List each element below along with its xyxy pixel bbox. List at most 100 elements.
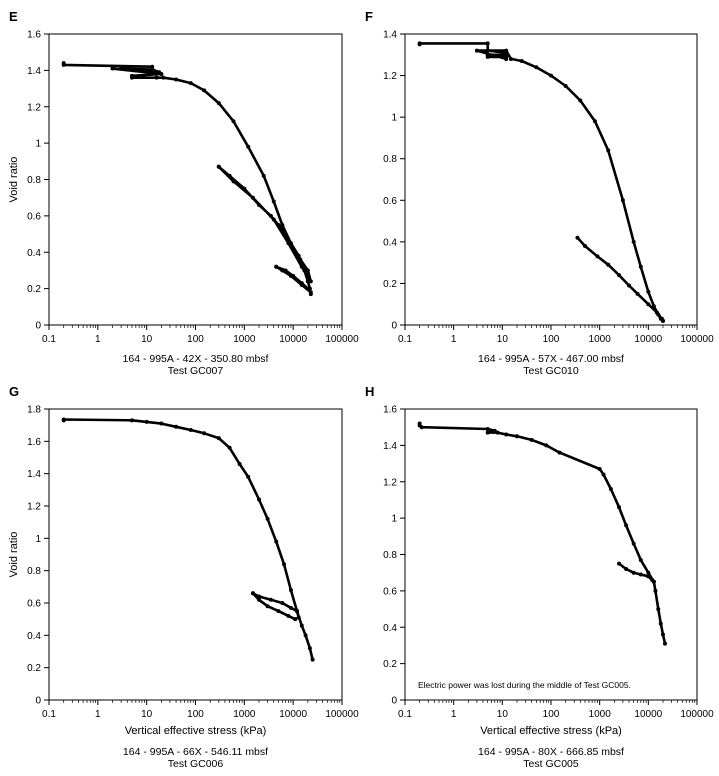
data-point: [246, 144, 251, 149]
x-tick-label: 0.1: [42, 334, 56, 345]
data-point: [257, 497, 262, 502]
data-point: [288, 588, 293, 593]
data-point: [257, 597, 262, 602]
x-tick-label: 0.1: [398, 334, 412, 345]
x-tick-label: 10: [497, 334, 509, 345]
x-tick-label: 1000: [589, 709, 612, 720]
y-tick-label: 0.2: [27, 663, 41, 674]
sample-caption: 164 - 995A - 42X - 350.80 mbsf: [123, 353, 269, 365]
data-point: [174, 77, 179, 82]
y-tick-label: 0.6: [383, 196, 397, 207]
y-tick-label: 1.6: [383, 405, 397, 416]
data-point: [144, 419, 149, 424]
data-point: [485, 430, 490, 435]
data-point: [227, 173, 232, 178]
x-tick-label: 100000: [680, 709, 714, 720]
y-tick-label: 0: [391, 696, 397, 707]
data-point: [257, 594, 262, 599]
data-point: [646, 289, 651, 294]
data-point: [592, 119, 597, 124]
test-id-caption: Test GC007: [168, 365, 224, 377]
x-tick-label: 1000: [589, 334, 612, 345]
y-tick-label: 0.4: [383, 623, 397, 634]
data-series-line: [418, 422, 656, 584]
data-point: [638, 264, 643, 269]
data-point: [295, 609, 300, 614]
y-tick-label: 1.6: [27, 30, 41, 41]
data-point: [504, 432, 509, 437]
y-tick-label: 1: [35, 139, 41, 150]
data-point: [283, 268, 288, 273]
data-point: [308, 290, 313, 295]
data-point: [578, 98, 583, 103]
data-point: [227, 445, 232, 450]
data-point: [257, 202, 262, 207]
data-point: [231, 179, 236, 184]
data-point: [308, 279, 313, 284]
x-tick-label: 100: [187, 334, 204, 345]
y-tick-label: 0.4: [27, 248, 41, 259]
panel-letter: F: [365, 9, 373, 24]
x-axis-label: Vertical effective stress (kPa): [480, 725, 622, 737]
data-series-line: [62, 61, 313, 296]
data-point: [504, 48, 509, 53]
data-point: [638, 572, 643, 577]
data-point: [246, 474, 251, 479]
y-tick-label: 0.6: [383, 586, 397, 597]
data-point: [280, 601, 285, 605]
x-tick-label: 100000: [325, 709, 359, 720]
data-point: [250, 195, 255, 200]
x-tick-label: 100: [187, 709, 204, 720]
panel-letter: H: [365, 384, 374, 399]
y-tick-label: 0.2: [383, 659, 397, 670]
data-point: [626, 283, 631, 288]
x-tick-label: 10: [141, 709, 153, 720]
data-point: [583, 244, 588, 249]
data-series-line: [576, 236, 665, 323]
data-point: [161, 75, 166, 80]
data-point: [282, 562, 287, 567]
data-point: [129, 75, 134, 80]
y-tick-label: 0.8: [383, 550, 397, 561]
data-point: [485, 41, 490, 46]
data-point: [268, 213, 273, 218]
data-point: [265, 516, 270, 521]
data-point: [305, 268, 310, 273]
data-point: [646, 302, 651, 307]
data-point: [529, 437, 534, 442]
data-point: [310, 657, 315, 662]
data-point: [417, 41, 422, 46]
plot-frame: [48, 408, 343, 701]
data-point: [504, 56, 509, 61]
data-point: [651, 579, 656, 584]
data-point: [159, 421, 164, 426]
data-point: [288, 273, 293, 278]
sample-caption: 164 - 995A - 66X - 546.11 mbsf: [123, 746, 268, 758]
data-point: [110, 66, 115, 71]
data-point: [307, 646, 312, 651]
data-point: [133, 68, 138, 73]
data-point: [620, 198, 625, 203]
x-tick-label: 1000: [233, 334, 256, 345]
x-tick-label: 0.1: [42, 709, 56, 720]
y-tick-label: 0: [35, 321, 41, 332]
chart-panel: 0.1 1 10 100 1000 10000 100000 0 0.2 0.4 0.6 0.8 1 1.…: [8, 9, 359, 377]
data-point: [61, 417, 66, 422]
data-series-line: [418, 42, 665, 323]
data-point: [299, 623, 304, 628]
y-tick-label: 1.2: [27, 102, 41, 113]
y-tick-label: 1.6: [27, 437, 41, 448]
y-tick-label: 1.2: [383, 477, 397, 488]
y-tick-label: 1: [391, 113, 397, 124]
data-point: [660, 318, 665, 323]
data-point: [202, 88, 207, 93]
data-point: [419, 425, 424, 430]
data-point: [216, 164, 221, 169]
data-point: [474, 48, 479, 53]
data-point: [150, 67, 155, 72]
data-point: [631, 570, 636, 575]
x-tick-label: 10000: [634, 709, 662, 720]
data-point: [231, 119, 236, 124]
x-tick-label: 1: [95, 709, 101, 720]
data-point: [608, 487, 613, 492]
